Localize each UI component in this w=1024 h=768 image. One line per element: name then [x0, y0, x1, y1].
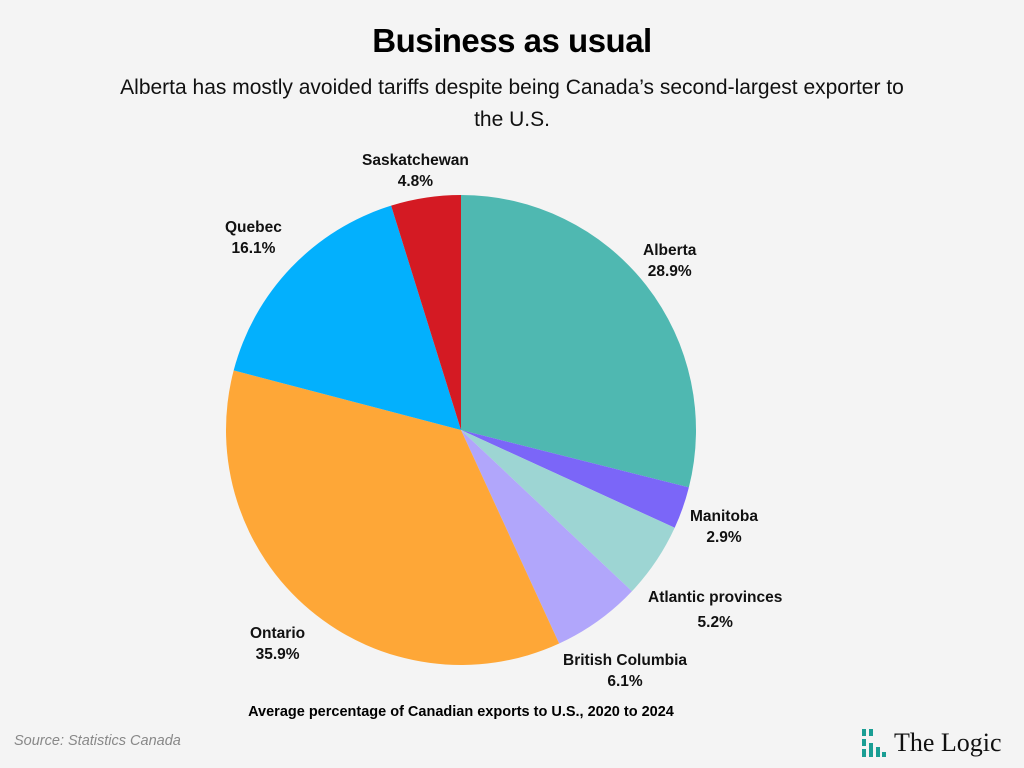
logo-text: The Logic	[894, 728, 1002, 757]
pie-slice-alberta	[461, 195, 696, 488]
label-name: British Columbia	[563, 652, 688, 669]
label-name: Atlantic provinces	[648, 589, 783, 606]
label-british-columbia: British Columbia 6.1%	[563, 650, 687, 692]
label-value: 6.1%	[607, 673, 643, 690]
label-name: Alberta	[643, 242, 697, 259]
pie-slice-ontario	[226, 370, 560, 665]
label-value: 28.9%	[647, 263, 692, 280]
label-name: Quebec	[225, 219, 282, 236]
label-name: Manitoba	[690, 508, 759, 525]
pie-slice-quebec	[233, 205, 461, 430]
label-value: 16.1%	[231, 240, 276, 257]
chart-caption: Average percentage of Canadian exports t…	[248, 704, 674, 720]
label-quebec: Quebec 16.1%	[225, 217, 282, 259]
label-name: Ontario	[250, 625, 306, 642]
label-value: 5.2%	[697, 614, 733, 631]
pie-slice-saskatchewan	[391, 195, 461, 430]
pie-slice-british-columbia	[461, 430, 632, 644]
pie-slice-atlantic-provinces	[461, 430, 675, 592]
label-value: 4.8%	[397, 173, 434, 190]
label-alberta: Alberta 28.9%	[643, 240, 696, 282]
label-ontario: Ontario 35.9%	[250, 623, 305, 665]
chart-title: Business as usual	[372, 22, 652, 59]
source-note: Source: Statistics Canada	[14, 733, 181, 749]
pie-slice-manitoba	[461, 430, 689, 528]
logo-bars-icon	[862, 729, 886, 757]
label-name: Saskatchewan	[362, 152, 469, 169]
label-atlantic: Atlantic provinces 5.2%	[648, 585, 782, 635]
label-saskatchewan: Saskatchewan 4.8%	[362, 150, 469, 192]
label-manitoba: Manitoba 2.9%	[690, 506, 758, 548]
label-value: 2.9%	[706, 529, 742, 546]
chart-subtitle: Alberta has mostly avoided tariffs despi…	[120, 76, 904, 131]
label-value: 35.9%	[255, 646, 300, 663]
the-logic-logo: The Logic	[862, 728, 1002, 758]
